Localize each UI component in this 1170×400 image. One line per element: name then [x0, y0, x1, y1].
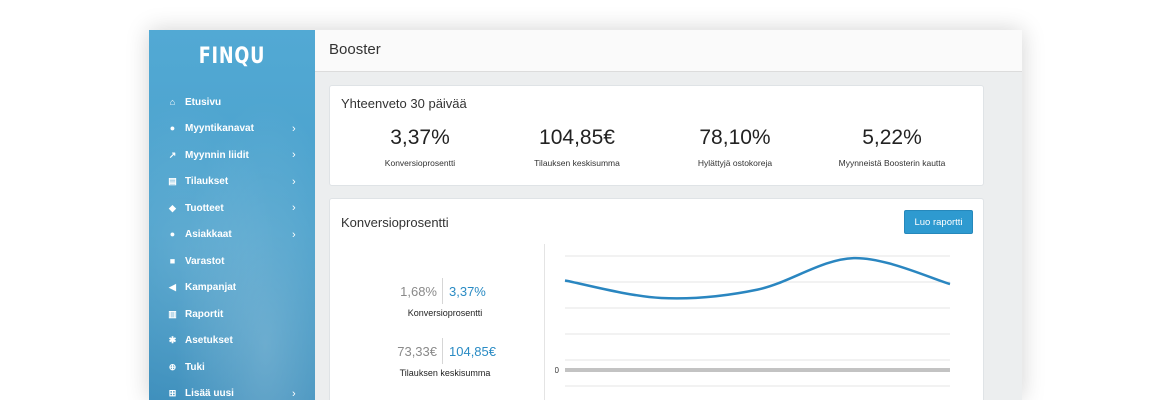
sidebar-item-asiakkaat[interactable]: ● Asiakkaat ›	[149, 222, 315, 249]
current-value: 3,37%	[449, 284, 486, 299]
conversion-card: Konversioprosentti Luo raportti 1,68% 3,…	[329, 198, 984, 400]
kpi-value: 5,22%	[862, 126, 922, 149]
kpi-value: 104,85€	[539, 126, 615, 149]
conversion-title: Konversioprosentti	[341, 215, 449, 230]
sidebar-item-etusivu[interactable]: ⌂ Etusivu	[149, 89, 315, 116]
file-icon: ▤	[168, 176, 177, 187]
sidebar-item-asetukset[interactable]: ✱ Asetukset	[149, 328, 315, 355]
kpi-label: Konversioprosentti	[384, 158, 456, 168]
home-icon: ⌂	[169, 96, 176, 107]
kpi-average-order: 104,85€ Tilauksen keskisumma	[497, 126, 657, 168]
sidebar-item-label: Kampanjat	[185, 282, 237, 294]
summary-title: Yhteenveto 30 päivää	[341, 96, 467, 111]
plus-square-icon: ⊞	[168, 388, 177, 399]
app-window: FINQU ⌂ Etusivu ● Myyntikanavat › ↗ Myynnin li…	[149, 30, 1022, 400]
sidebar-item-label: Tuotteet	[185, 202, 224, 214]
sidebar-nav: ⌂ Etusivu ● Myyntikanavat › ↗ Myynnin liidit › ▤…	[149, 89, 315, 400]
sidebar-item-kampanjat[interactable]: ◀ Kampanjat	[149, 275, 315, 302]
sidebar-item-label: Tilaukset	[185, 176, 229, 188]
chevron-right-icon: ›	[292, 175, 296, 188]
sidebar-item-tuotteet[interactable]: ◆ Tuotteet ›	[149, 195, 315, 222]
sidebar-item-label: Varastot	[185, 255, 225, 267]
logo[interactable]: FINQU	[198, 44, 266, 69]
conversion-chart: 0	[555, 255, 951, 387]
sidebar-item-lisää-uusi[interactable]: ⊞ Lisää uusi ›	[149, 381, 315, 400]
kpi-label: Myynneistä Boosterin kautta	[838, 158, 946, 168]
sidebar-item-myyntikanavat[interactable]: ● Myyntikanavat ›	[149, 116, 315, 143]
building-icon: ■	[169, 255, 176, 266]
kpi-value: 3,37%	[390, 126, 450, 149]
conversion-series-line	[564, 256, 951, 300]
kpi-label: Hylättyjä ostokoreja	[697, 158, 773, 168]
create-report-button[interactable]: Luo raportti	[904, 210, 973, 234]
comparison-divider	[442, 338, 443, 364]
kpi-label: Tilauksen keskisumma	[534, 158, 620, 168]
kpi-value: 78,10%	[699, 126, 771, 149]
chevron-right-icon: ›	[292, 122, 296, 135]
sidebar-item-raportit[interactable]: ▥ Raportit	[149, 301, 315, 328]
line-chart-icon: ↗	[168, 149, 177, 160]
gear-icon: ✱	[168, 335, 177, 346]
sidebar-item-varastot[interactable]: ■ Varastot	[149, 248, 315, 275]
users-icon: ●	[169, 229, 176, 240]
sidebar-item-label: Asiakkaat	[185, 229, 232, 241]
previous-value: 73,33€	[397, 344, 437, 359]
sidebar-item-myynnin-liidit[interactable]: ↗ Myynnin liidit ›	[149, 142, 315, 169]
chevron-right-icon: ›	[292, 202, 296, 215]
chevron-right-icon: ›	[292, 149, 296, 162]
megaphone-icon: ◀	[169, 282, 176, 293]
current-value: 104,85€	[449, 344, 496, 359]
sidebar-item-label: Myyntikanavat	[185, 123, 254, 135]
chevron-right-icon: ›	[292, 387, 296, 400]
kpi-booster-sales: 5,22% Myynneistä Boosterin kautta	[812, 126, 972, 168]
sidebar-item-tilaukset[interactable]: ▤ Tilaukset ›	[149, 169, 315, 196]
lifebuoy-icon: ⊕	[168, 361, 177, 372]
sidebar-item-label: Asetukset	[185, 335, 233, 347]
globe-icon: ●	[169, 123, 176, 134]
kpi-abandoned-carts: 78,10% Hylättyjä ostokoreja	[655, 126, 815, 168]
bar-chart-icon: ▥	[168, 308, 177, 319]
comparison-label: Tilauksen keskisumma	[399, 368, 491, 378]
chart-divider	[544, 244, 545, 400]
comparison-divider	[442, 278, 443, 304]
sidebar-item-label: Tuki	[185, 361, 205, 373]
summary-card: Yhteenveto 30 päivää 3,37% Konversiopros…	[329, 85, 984, 186]
sidebar-item-label: Lisää uusi	[185, 388, 234, 400]
kpi-conversion: 3,37% Konversioprosentti	[340, 126, 500, 168]
tag-icon: ◆	[169, 202, 176, 213]
y-tick-label: 0	[555, 366, 560, 375]
previous-value: 1,68%	[400, 284, 437, 299]
comparison-label: Konversioprosentti	[407, 308, 483, 318]
chevron-right-icon: ›	[292, 228, 296, 241]
top-bar: Booster	[315, 30, 1022, 72]
sidebar-item-label: Raportit	[185, 308, 224, 320]
sidebar-item-label: Myynnin liidit	[185, 149, 249, 161]
sidebar: FINQU ⌂ Etusivu ● Myyntikanavat › ↗ Myynnin li…	[149, 30, 315, 400]
sidebar-item-tuki[interactable]: ⊕ Tuki	[149, 354, 315, 381]
page-title: Booster	[329, 41, 381, 58]
sidebar-item-label: Etusivu	[185, 96, 222, 108]
